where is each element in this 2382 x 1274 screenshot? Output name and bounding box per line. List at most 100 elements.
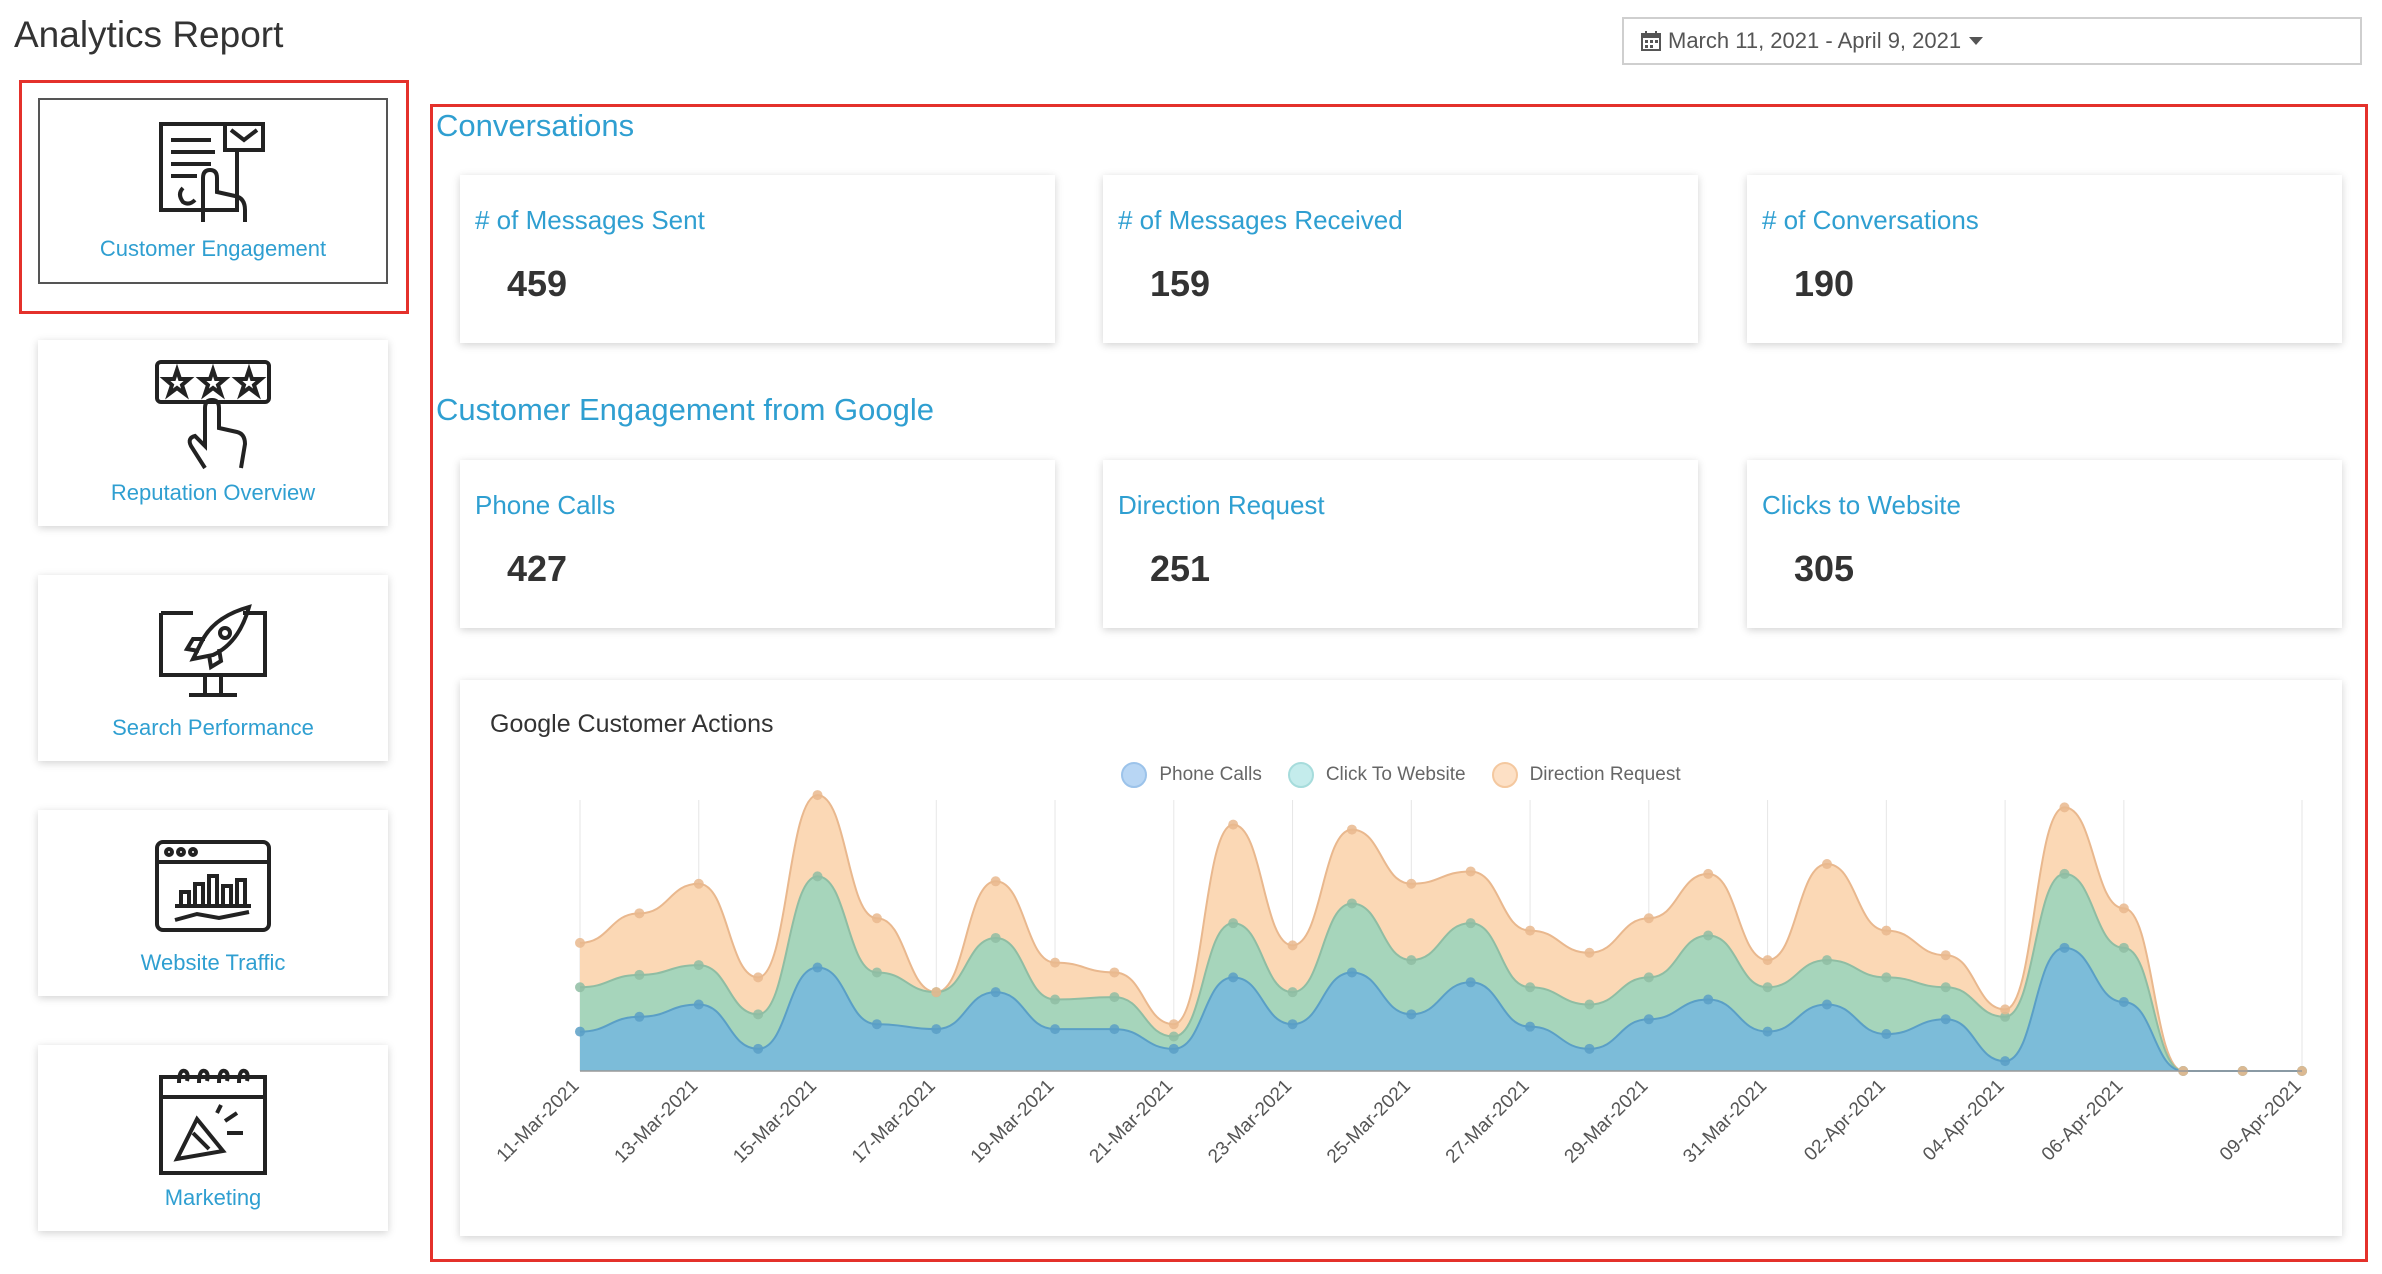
- point-phone-calls: [2059, 942, 2070, 953]
- stat-label: # of Messages Received: [1118, 205, 1403, 235]
- point-phone-calls: [1465, 977, 1476, 988]
- calendar-megaphone-icon: [159, 1068, 267, 1175]
- sidebar-item-label: Search Performance: [112, 715, 314, 740]
- legend-swatch: [1121, 762, 1148, 788]
- stat-label: Clicks to Website: [1762, 490, 1961, 520]
- point-direction-request: [1168, 1019, 1179, 1030]
- browser-chart-icon: [155, 840, 271, 932]
- point-phone-calls: [1584, 1043, 1595, 1054]
- stat-card-conversations: # of Conversations 190: [1747, 175, 2342, 343]
- legend-item-direction-request[interactable]: Direction Request: [1491, 762, 1681, 788]
- x-tick-label: 19-Mar-2021: [967, 1076, 1059, 1168]
- point-direction-request: [1228, 819, 1239, 830]
- point-direction-request: [1525, 925, 1536, 936]
- stat-card-messages-received: # of Messages Received 159: [1103, 175, 1698, 343]
- stat-card-messages-sent: # of Messages Sent 459: [460, 175, 1055, 343]
- point-click-to-website: [1406, 955, 1417, 966]
- point-click-to-website: [1821, 955, 1832, 966]
- legend-label: Phone Calls: [1159, 764, 1262, 785]
- x-tick-label: 27-Mar-2021: [1442, 1076, 1534, 1168]
- point-direction-request: [575, 937, 585, 948]
- point-direction-request: [1287, 940, 1298, 951]
- legend-item-click-to-website[interactable]: Click To Website: [1287, 762, 1466, 788]
- chevron-down-icon: [1969, 37, 1984, 45]
- sidebar-item-marketing[interactable]: Marketing: [38, 1045, 388, 1231]
- chart-title: Google Customer Actions: [490, 710, 774, 738]
- x-tick-label: 02-Apr-2021: [1800, 1076, 1890, 1166]
- stat-label: # of Conversations: [1762, 205, 1979, 235]
- legend-item-phone-calls[interactable]: Phone Calls: [1121, 762, 1262, 788]
- point-phone-calls: [1050, 1024, 1061, 1035]
- report-content-highlight: [430, 104, 2368, 1262]
- line-direction-request: [579, 794, 2302, 1072]
- stat-value: 427: [507, 548, 568, 589]
- point-direction-request: [1050, 957, 1061, 968]
- google-actions-chart-card: 11-Mar-2021 13-Mar-2021 15-Mar-2021 17-Mar-…: [460, 680, 2342, 1236]
- point-direction-request: [634, 908, 645, 919]
- x-tick-label: 06-Apr-2021: [2038, 1076, 2128, 1166]
- point-direction-request: [1109, 967, 1120, 978]
- point-phone-calls: [1762, 1026, 1773, 1037]
- point-direction-request: [1584, 947, 1595, 958]
- legend-swatch: [1491, 762, 1518, 788]
- sidebar-item-label: Marketing: [164, 1185, 262, 1210]
- point-phone-calls: [1228, 972, 1239, 983]
- point-click-to-website: [1643, 972, 1654, 983]
- point-click-to-website: [1940, 982, 1951, 993]
- point-direction-request: [2118, 903, 2129, 914]
- x-tick-label: 23-Mar-2021: [1204, 1076, 1296, 1168]
- point-direction-request: [2059, 802, 2070, 813]
- point-direction-request: [1465, 866, 1476, 877]
- point-click-to-website: [1762, 982, 1773, 993]
- point-click-to-website: [990, 932, 1001, 943]
- sidebar-item-label: Reputation Overview: [110, 480, 316, 505]
- point-phone-calls: [1821, 999, 1832, 1010]
- date-range-text: March 11, 2021 - April 9, 2021: [1668, 28, 1962, 53]
- date-range-picker[interactable]: March 11, 2021 - April 9, 2021: [1622, 17, 2362, 65]
- point-phone-calls: [1643, 1014, 1654, 1025]
- point-phone-calls: [931, 1024, 942, 1035]
- point-direction-request: [1762, 955, 1773, 966]
- legend-swatch: [1287, 762, 1314, 788]
- point-direction-request: [753, 972, 764, 983]
- point-click-to-website: [1584, 999, 1595, 1010]
- point-click-to-website: [1703, 930, 1714, 941]
- point-direction-request: [871, 913, 882, 924]
- point-direction-request: [990, 876, 1001, 887]
- point-phone-calls: [1703, 994, 1714, 1005]
- point-click-to-website: [753, 1009, 764, 1020]
- stat-card-direction-request: Direction Request 251: [1103, 460, 1698, 628]
- x-tick-label: 15-Mar-2021: [729, 1076, 821, 1168]
- conversations-title: Conversations: [436, 108, 635, 143]
- sidebar-item-customer-engagement[interactable]: Customer Engagement: [38, 98, 388, 284]
- point-click-to-website: [693, 960, 704, 971]
- point-click-to-website: [2000, 1011, 2011, 1022]
- point-phone-calls: [693, 999, 704, 1010]
- point-direction-request: [812, 790, 823, 801]
- point-direction-request: [1703, 868, 1714, 879]
- point-phone-calls: [812, 962, 823, 973]
- stat-label: # of Messages Sent: [475, 205, 705, 235]
- sidebar-item-reputation-overview[interactable]: Reputation Overview: [38, 340, 388, 526]
- sidebar-item-search-performance[interactable]: Search Performance: [38, 575, 388, 761]
- active-section-highlight: [19, 80, 409, 314]
- line-phone-calls: [579, 946, 2302, 1072]
- point-click-to-website: [1287, 987, 1298, 998]
- point-direction-request: [1346, 824, 1357, 835]
- point-phone-calls: [1168, 1043, 1179, 1054]
- point-phone-calls: [1109, 1024, 1120, 1035]
- point-direction-request: [1643, 913, 1654, 924]
- google-engagement-title: Customer Engagement from Google: [436, 392, 934, 427]
- google-actions-chart: 11-Mar-2021 13-Mar-2021 15-Mar-2021 17-Mar-…: [493, 790, 2307, 1168]
- legend-label: Click To Website: [1325, 764, 1466, 785]
- point-click-to-website: [1525, 982, 1536, 993]
- point-direction-request: [1940, 950, 1951, 961]
- x-tick-label: 21-Mar-2021: [1086, 1076, 1178, 1168]
- x-tick-label: 09-Apr-2021: [2216, 1076, 2306, 1166]
- point-phone-calls: [575, 1026, 585, 1037]
- x-tick-label: 11-Mar-2021: [493, 1076, 584, 1167]
- point-phone-calls: [2000, 1056, 2011, 1067]
- sidebar-item-website-traffic[interactable]: Website Traffic: [38, 810, 388, 996]
- point-phone-calls: [1406, 1009, 1417, 1020]
- legend-label: Direction Request: [1529, 764, 1681, 785]
